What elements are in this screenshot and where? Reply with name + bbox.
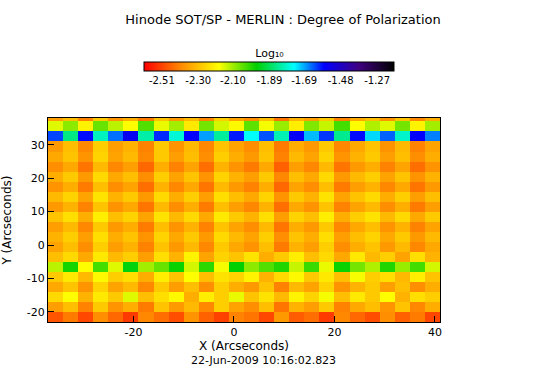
svg-text:-2.51: -2.51 bbox=[149, 75, 175, 86]
svg-text:20: 20 bbox=[327, 326, 341, 339]
svg-text:-1.48: -1.48 bbox=[328, 75, 354, 86]
svg-text:20: 20 bbox=[31, 172, 45, 185]
svg-text:10: 10 bbox=[31, 205, 45, 218]
svg-text:Hinode SOT/SP - MERLIN : Degre: Hinode SOT/SP - MERLIN : Degree of Polar… bbox=[125, 12, 440, 27]
svg-text:-2.10: -2.10 bbox=[220, 75, 246, 86]
svg-text:-1.89: -1.89 bbox=[257, 75, 283, 86]
svg-text:22-Jun-2009 10:16:02.823: 22-Jun-2009 10:16:02.823 bbox=[191, 354, 336, 367]
svg-text:-1.69: -1.69 bbox=[291, 75, 317, 86]
svg-text:-2.30: -2.30 bbox=[185, 75, 211, 86]
svg-text:-1.27: -1.27 bbox=[364, 75, 390, 86]
svg-text:-20: -20 bbox=[124, 326, 142, 339]
svg-text:0: 0 bbox=[230, 326, 237, 339]
svg-text:Log₁₀: Log₁₀ bbox=[255, 47, 284, 60]
svg-text:-20: -20 bbox=[27, 306, 45, 319]
svg-text:30: 30 bbox=[31, 139, 45, 152]
svg-text:Y (Arcseconds): Y (Arcseconds) bbox=[0, 175, 14, 265]
svg-text:0: 0 bbox=[38, 239, 45, 252]
svg-text:X (Arcseconds): X (Arcseconds) bbox=[199, 339, 289, 353]
svg-text:-10: -10 bbox=[27, 272, 45, 285]
svg-text:40: 40 bbox=[428, 326, 442, 339]
